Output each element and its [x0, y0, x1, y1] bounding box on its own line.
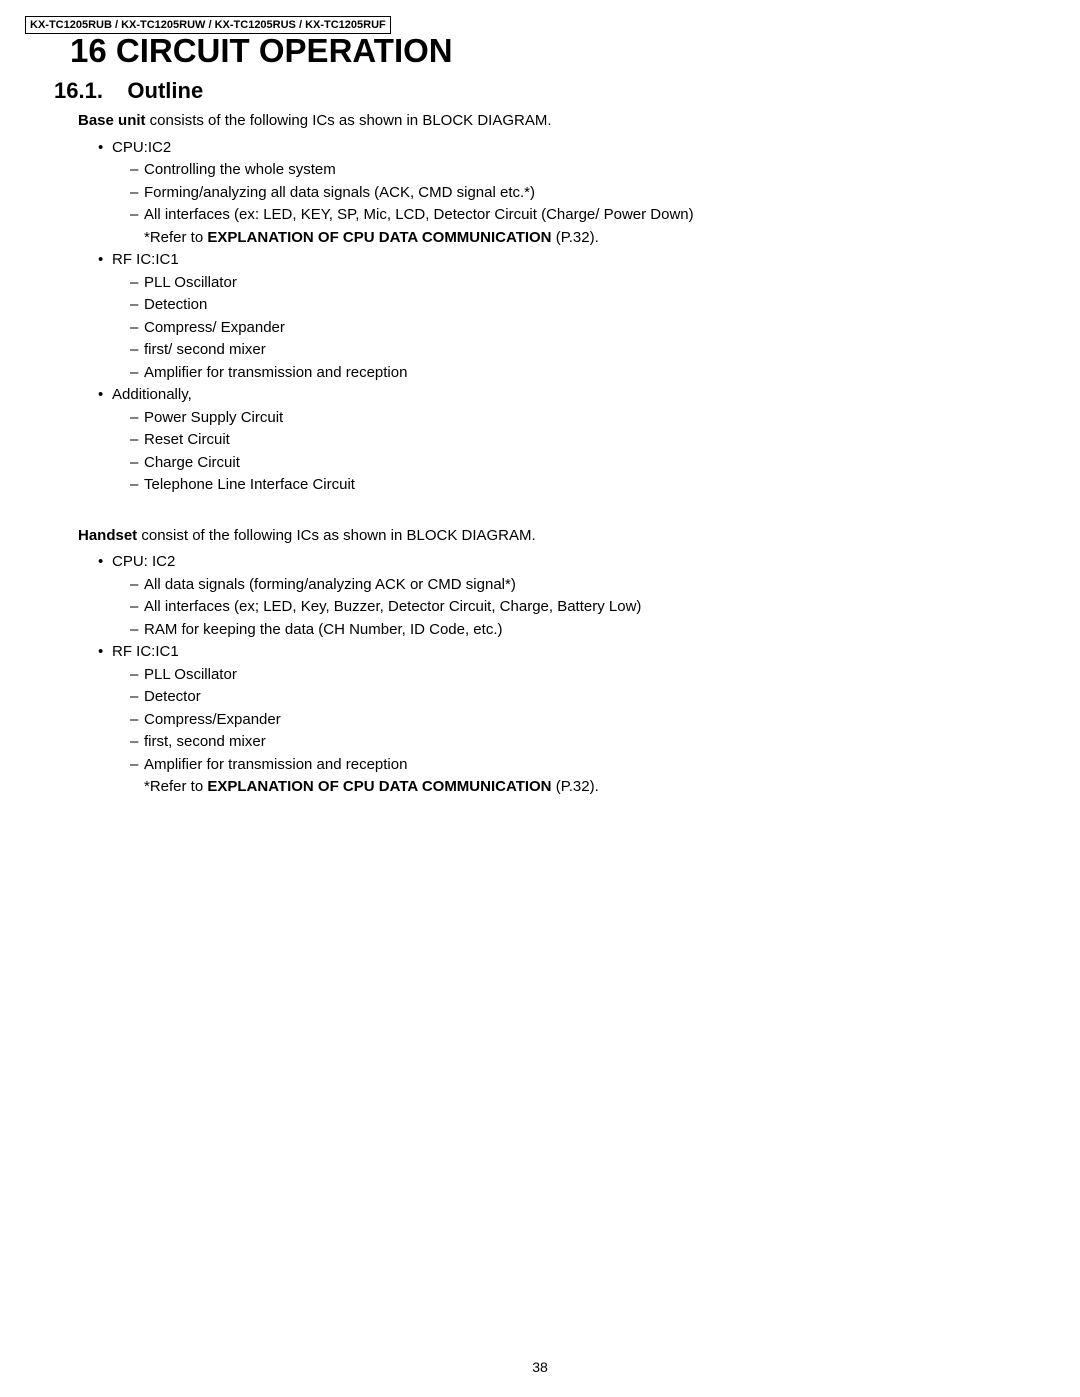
- list-item: CPU:IC2 Controlling the whole system For…: [98, 137, 978, 250]
- chapter-number: 16: [70, 32, 107, 69]
- sub-list-item: first/ second mixer: [130, 339, 978, 362]
- refer-bold: EXPLANATION OF CPU DATA COMMUNICATION: [207, 778, 551, 795]
- sub-list: All data signals (forming/analyzing ACK …: [112, 574, 978, 642]
- page-number: 38: [0, 1359, 1080, 1375]
- handset-intro: Handset consist of the following ICs as …: [78, 525, 978, 548]
- sub-list: PLL Oscillator Detection Compress/ Expan…: [112, 272, 978, 385]
- sub-list: Controlling the whole system Forming/ana…: [112, 159, 978, 227]
- handset-list: CPU: IC2 All data signals (forming/analy…: [78, 551, 978, 799]
- list-item-label: CPU:IC2: [112, 139, 171, 156]
- sub-list-item: All data signals (forming/analyzing ACK …: [130, 574, 978, 597]
- sub-list-item: Reset Circuit: [130, 429, 978, 452]
- chapter-title-text: CIRCUIT OPERATION: [116, 32, 453, 69]
- refer-prefix: *Refer to: [144, 229, 207, 246]
- sub-list-item: Detector: [130, 686, 978, 709]
- list-item-label: RF IC:IC1: [112, 643, 179, 660]
- sub-list-item: Forming/analyzing all data signals (ACK,…: [130, 182, 978, 205]
- sub-list-item: Telephone Line Interface Circuit: [130, 474, 978, 497]
- sub-list-item: All interfaces (ex; LED, Key, Buzzer, De…: [130, 596, 978, 619]
- sub-list-item: Charge Circuit: [130, 452, 978, 475]
- sub-list: Power Supply Circuit Reset Circuit Charg…: [112, 407, 978, 497]
- list-item: CPU: IC2 All data signals (forming/analy…: [98, 551, 978, 641]
- section-title: 16.1. Outline: [54, 78, 203, 104]
- section-title-text: Outline: [127, 78, 203, 103]
- refer-prefix: *Refer to: [144, 778, 207, 795]
- sub-list-item: Power Supply Circuit: [130, 407, 978, 430]
- refer-suffix: (P.32).: [552, 778, 599, 795]
- sub-list: PLL Oscillator Detector Compress/Expande…: [112, 664, 978, 777]
- sub-list-item: All interfaces (ex: LED, KEY, SP, Mic, L…: [130, 204, 978, 227]
- sub-list-item: Amplifier for transmission and reception: [130, 754, 978, 777]
- chapter-title: 16 CIRCUIT OPERATION: [70, 32, 453, 70]
- page: KX-TC1205RUB / KX-TC1205RUW / KX-TC1205R…: [0, 0, 1080, 1397]
- section-gap: [78, 497, 978, 525]
- base-unit-intro: Base unit consists of the following ICs …: [78, 110, 978, 133]
- base-unit-list: CPU:IC2 Controlling the whole system For…: [78, 137, 978, 497]
- refer-bold: EXPLANATION OF CPU DATA COMMUNICATION: [207, 229, 551, 246]
- refer-suffix: (P.32).: [552, 229, 599, 246]
- refer-line: *Refer to EXPLANATION OF CPU DATA COMMUN…: [112, 776, 978, 799]
- sub-list-item: RAM for keeping the data (CH Number, ID …: [130, 619, 978, 642]
- refer-line: *Refer to EXPLANATION OF CPU DATA COMMUN…: [112, 227, 978, 250]
- base-unit-intro-rest: consists of the following ICs as shown i…: [146, 112, 552, 129]
- list-item: RF IC:IC1 PLL Oscillator Detection Compr…: [98, 249, 978, 384]
- handset-intro-bold: Handset: [78, 527, 137, 544]
- sub-list-item: first, second mixer: [130, 731, 978, 754]
- content-block: Base unit consists of the following ICs …: [78, 110, 978, 799]
- list-item-label: CPU: IC2: [112, 553, 175, 570]
- list-item: Additionally, Power Supply Circuit Reset…: [98, 384, 978, 497]
- list-item: RF IC:IC1 PLL Oscillator Detector Compre…: [98, 641, 978, 799]
- sub-list-item: PLL Oscillator: [130, 272, 978, 295]
- model-header-text: KX-TC1205RUB / KX-TC1205RUW / KX-TC1205R…: [30, 19, 386, 31]
- sub-list-item: Compress/Expander: [130, 709, 978, 732]
- base-unit-intro-bold: Base unit: [78, 112, 146, 129]
- handset-intro-rest: consist of the following ICs as shown in…: [137, 527, 536, 544]
- sub-list-item: PLL Oscillator: [130, 664, 978, 687]
- sub-list-item: Detection: [130, 294, 978, 317]
- sub-list-item: Controlling the whole system: [130, 159, 978, 182]
- sub-list-item: Compress/ Expander: [130, 317, 978, 340]
- section-number: 16.1.: [54, 78, 103, 103]
- list-item-label: Additionally,: [112, 386, 192, 403]
- list-item-label: RF IC:IC1: [112, 251, 179, 268]
- sub-list-item: Amplifier for transmission and reception: [130, 362, 978, 385]
